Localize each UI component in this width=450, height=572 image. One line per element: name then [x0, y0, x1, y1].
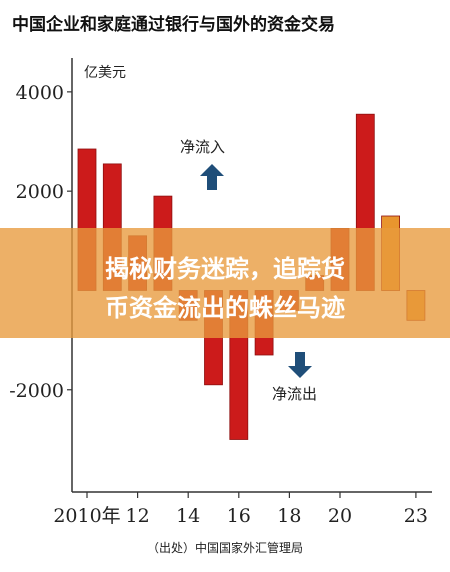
inflow-annotation: 净流入 [180, 138, 225, 156]
x-tick-label: 18 [277, 505, 301, 527]
source-note: （出处）中国国家外汇管理局 [147, 540, 303, 555]
x-tick-label: 12 [126, 505, 150, 527]
unit-label: 亿美元 [84, 65, 126, 81]
y-tick-label: 2000 [16, 181, 64, 203]
x-tick-label: 23 [404, 505, 428, 527]
up-arrow-icon [200, 164, 224, 190]
down-arrow-icon [288, 352, 312, 378]
outflow-annotation: 净流出 [272, 385, 317, 403]
y-tick-label: -2000 [9, 380, 64, 402]
overlay-banner: 揭秘财务迷踪，追踪货 币资金流出的蛛丝马迹 [0, 228, 450, 338]
x-tick-group: 2010年 12 14 16 18 20 23 [53, 492, 428, 527]
chart-title: 中国企业和家庭通过银行与国外的资金交易 [12, 14, 335, 35]
y-tick-group: 4000 2000 -2000 [9, 82, 72, 402]
x-tick-label: 20 [328, 505, 352, 527]
banner-line-2: 币资金流出的蛛丝马迹 [105, 294, 345, 322]
x-tick-label: 14 [176, 505, 200, 527]
y-tick-label: 4000 [16, 82, 64, 104]
banner-line-1: 揭秘财务迷踪，追踪货 [105, 255, 345, 283]
x-tick-label: 2010年 [53, 505, 120, 527]
x-tick-label: 16 [227, 505, 251, 527]
